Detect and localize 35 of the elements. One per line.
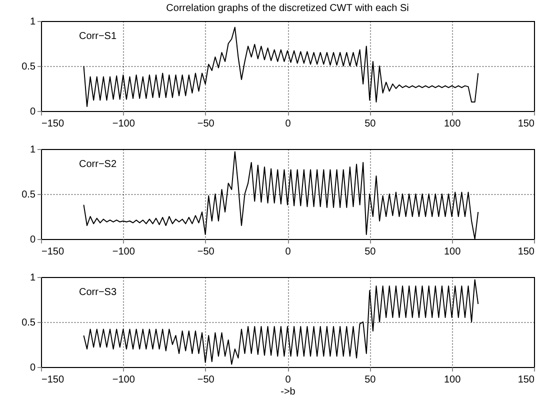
text: Corr−S1 [79,31,117,42]
x-tick-label: 50 [364,374,376,386]
x-tick-label: −150 [42,118,64,130]
x-tick-label: 100 [444,374,462,386]
x-axis-title: ->b [280,386,296,398]
x-tick-label: 0 [285,118,292,130]
y-tick-label: 1 [30,272,36,284]
x-tick-label: 100 [444,118,462,130]
chart-title: Correlation graphs of the discretized CWT with each Si [166,3,409,14]
y-tick-label: 1 [30,144,36,156]
x-tick-label: −50 [197,246,215,258]
x-tick-label: −50 [197,118,215,130]
x-tick-label: 100 [444,246,462,258]
x-tick-label: −100 [112,118,136,130]
x-tick-label: 0 [285,246,292,258]
x-tick-label: −100 [112,246,136,258]
x-tick-label: 150 [518,118,535,130]
text: Corr−S2 [79,159,117,170]
x-tick-label: −150 [42,374,64,386]
x-tick-label: 150 [518,374,535,386]
x-tick-label: −150 [42,246,64,258]
y-tick-label: 0 [30,234,36,246]
y-tick-label: 0.5 [22,62,36,72]
y-tick-label: 0.5 [22,318,36,328]
x-tick-label: 150 [518,246,535,258]
x-tick-label: −50 [197,374,215,386]
x-tick-label: 50 [364,246,376,258]
y-tick-label: 0.5 [22,190,36,200]
text: Corr−S3 [79,287,117,298]
x-tick-label: −100 [112,374,136,386]
y-tick-label: 0 [30,362,36,374]
x-tick-label: 50 [364,118,376,130]
x-tick-label: 0 [285,374,292,386]
y-tick-label: 1 [30,16,36,28]
y-tick-label: 0 [30,106,36,118]
